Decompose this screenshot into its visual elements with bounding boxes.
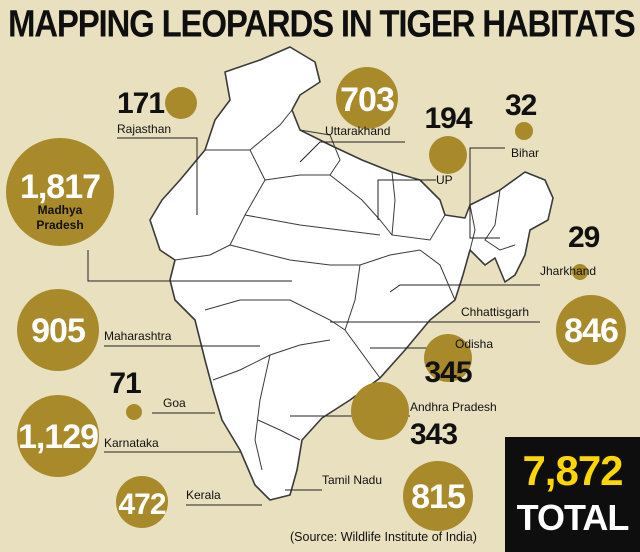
state-name: Rajasthan	[117, 122, 171, 136]
leopard-count: 905	[31, 312, 85, 350]
state-name: Madhya Pradesh	[36, 203, 83, 232]
leopard-count: 815	[411, 478, 465, 516]
state-name: Odisha	[455, 337, 493, 351]
state-annotation-goa: 71 Goa	[109, 367, 215, 420]
state-name: Uttarakhand	[325, 124, 390, 138]
value-bubble	[6, 138, 114, 246]
leader-line	[469, 147, 505, 239]
leader-line	[117, 137, 198, 215]
state-name: Jharkhand	[540, 264, 596, 278]
value-bubble	[336, 67, 398, 129]
state-name: Goa	[163, 396, 186, 410]
total-value: 7,872	[522, 447, 623, 494]
state-name: Karnataka	[104, 436, 159, 450]
state-annotation-up: 194 UP	[377, 102, 474, 220]
state-annotation-odisha: 345 Odisha	[370, 334, 493, 389]
leader-line	[377, 179, 436, 220]
value-bubble	[351, 382, 409, 440]
value-bubble	[17, 395, 99, 477]
state-annotation-bihar: 32 Bihar	[469, 89, 539, 239]
leopard-count: 171	[117, 87, 164, 120]
leader-line	[299, 141, 405, 163]
state-name: Kerala	[186, 488, 221, 502]
total-box: 7,872 TOTAL	[505, 437, 640, 552]
value-bubble	[17, 289, 99, 371]
state-annotation-tamil-nadu: 815 Tamil Nadu	[285, 461, 473, 531]
state-annotation-karnataka: 1,129 Karnataka	[17, 395, 240, 477]
india-outline	[149, 46, 554, 501]
leopard-count: 32	[505, 89, 537, 122]
value-bubble	[515, 122, 533, 140]
state-borders	[174, 109, 516, 471]
infographic-title: MAPPING LEOPARDS IN TIGER HABITATS	[8, 2, 636, 45]
leopard-count: 194	[424, 102, 472, 135]
state-name: Bihar	[511, 146, 539, 160]
value-bubble	[126, 404, 142, 420]
leopard-count: 71	[109, 367, 141, 400]
leopard-count: 343	[410, 418, 457, 451]
state-name: UP	[436, 173, 453, 187]
state-annotation-chhattisgarh: 846 Chhattisgarh	[330, 295, 626, 365]
leader-line	[87, 250, 292, 282]
leopard-count: 1,817	[20, 168, 100, 206]
source-note: (Source: Wildlife Institute of India)	[290, 530, 477, 544]
value-bubble	[556, 295, 626, 365]
state-annotation-rajasthan: 171 Rajasthan	[117, 87, 198, 215]
state-name: Chhattisgarh	[461, 305, 529, 319]
leopard-count: 1,129	[18, 418, 98, 456]
leopard-count: 29	[568, 221, 600, 254]
state-annotation-kerala: 472 Kerala	[116, 476, 262, 528]
state-name: Maharashtra	[104, 329, 172, 343]
leader-line	[389, 284, 540, 293]
value-bubble	[429, 136, 467, 174]
total-label: TOTAL	[516, 497, 630, 538]
state-annotation-jharkhand: 29 Jharkhand	[389, 221, 601, 293]
leopard-count: 703	[340, 81, 394, 119]
state-annotation-andhra-pradesh: 343 Andhra Pradesh	[290, 382, 497, 451]
state-name: Andhra Pradesh	[410, 400, 497, 414]
value-bubble	[403, 461, 473, 531]
value-bubble	[572, 264, 588, 280]
leopard-count: 472	[118, 488, 165, 521]
value-bubble	[116, 476, 168, 528]
state-name: Tamil Nadu	[322, 473, 382, 487]
state-annotation-uttarakhand: 703 Uttarakhand	[299, 67, 405, 163]
value-bubble	[165, 87, 197, 119]
leopard-count: 846	[564, 312, 618, 350]
leopard-count: 345	[424, 356, 471, 389]
state-annotation-maharashtra: 905 Maharashtra	[17, 289, 260, 371]
value-bubble	[424, 334, 472, 382]
